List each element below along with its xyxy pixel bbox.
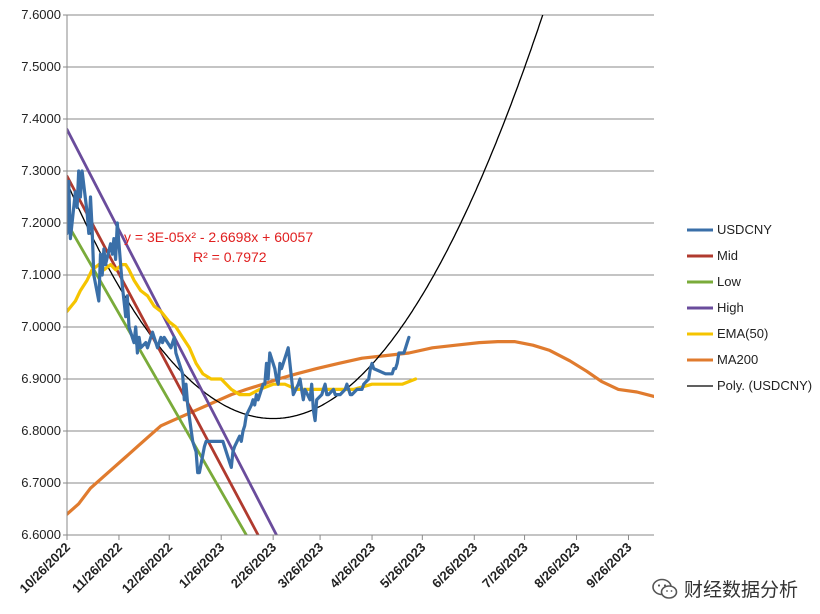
x-tick-label: 10/26/2022: [16, 540, 73, 597]
legend-label: MA200: [717, 352, 758, 367]
legend-label: EMA(50): [717, 326, 768, 341]
wechat-icon: [652, 578, 678, 599]
y-tick-label: 7.3000: [21, 163, 61, 178]
series-line-mid: [67, 174, 260, 535]
x-tick-label: 6/26/2023: [429, 540, 481, 592]
plot-area: [67, 15, 654, 535]
y-tick-label: 6.9000: [21, 371, 61, 386]
x-tick-label: 5/26/2023: [377, 540, 429, 592]
y-tick-label: 6.8000: [21, 423, 61, 438]
x-tick-label: 2/26/2023: [228, 540, 280, 592]
series-line-poly-usdcny: [67, 15, 544, 420]
x-tick-label: 7/26/2023: [479, 540, 531, 592]
series-line-ma200: [67, 340, 654, 516]
y-tick-label: 7.5000: [21, 59, 61, 74]
x-tick-label: 9/26/2023: [583, 540, 635, 592]
legend-label: USDCNY: [717, 222, 772, 237]
series-line-ema-50: [67, 263, 418, 397]
trendline-annotation: y = 3E-05x² - 2.6698x + 60057 R² = 0.797…: [124, 229, 313, 265]
x-tick-label: 1/26/2023: [176, 540, 228, 592]
x-tick-label: 8/26/2023: [531, 540, 583, 592]
trendline-r2: R² = 0.7972: [193, 249, 267, 265]
y-tick-label: 7.4000: [21, 111, 61, 126]
x-tick-label: 4/26/2023: [327, 540, 379, 592]
legend: USDCNY Mid Low High EMA(50) MA200 Poly. (USDCN…: [687, 222, 812, 393]
legend-label: Poly. (USDCNY): [717, 378, 812, 393]
legend-label: Mid: [717, 248, 738, 263]
y-tick-label: 7.6000: [21, 7, 61, 22]
y-tick-label: 7.2000: [21, 215, 61, 230]
y-tick-label: 6.6000: [21, 527, 61, 542]
x-tick-label: 11/26/2022: [69, 540, 125, 596]
y-tick-label: 7.1000: [21, 267, 61, 282]
series-line-usdcny: [67, 169, 411, 475]
series-line-high: [67, 128, 278, 535]
legend-label: High: [717, 300, 744, 315]
y-tick-label: 7.0000: [21, 319, 61, 334]
watermark-text: 财经数据分析: [683, 579, 798, 601]
x-tick-label: 3/26/2023: [275, 540, 327, 592]
y-tick-label: 6.7000: [21, 475, 61, 490]
watermark: 财经数据分析: [652, 575, 798, 602]
legend-label: Low: [717, 274, 741, 289]
gridlines: [67, 14, 654, 536]
series-line-low: [67, 221, 248, 535]
trendline-equation: y = 3E-05x² - 2.6698x + 60057: [124, 229, 313, 245]
x-tick-label: 12/26/2022: [119, 540, 176, 597]
